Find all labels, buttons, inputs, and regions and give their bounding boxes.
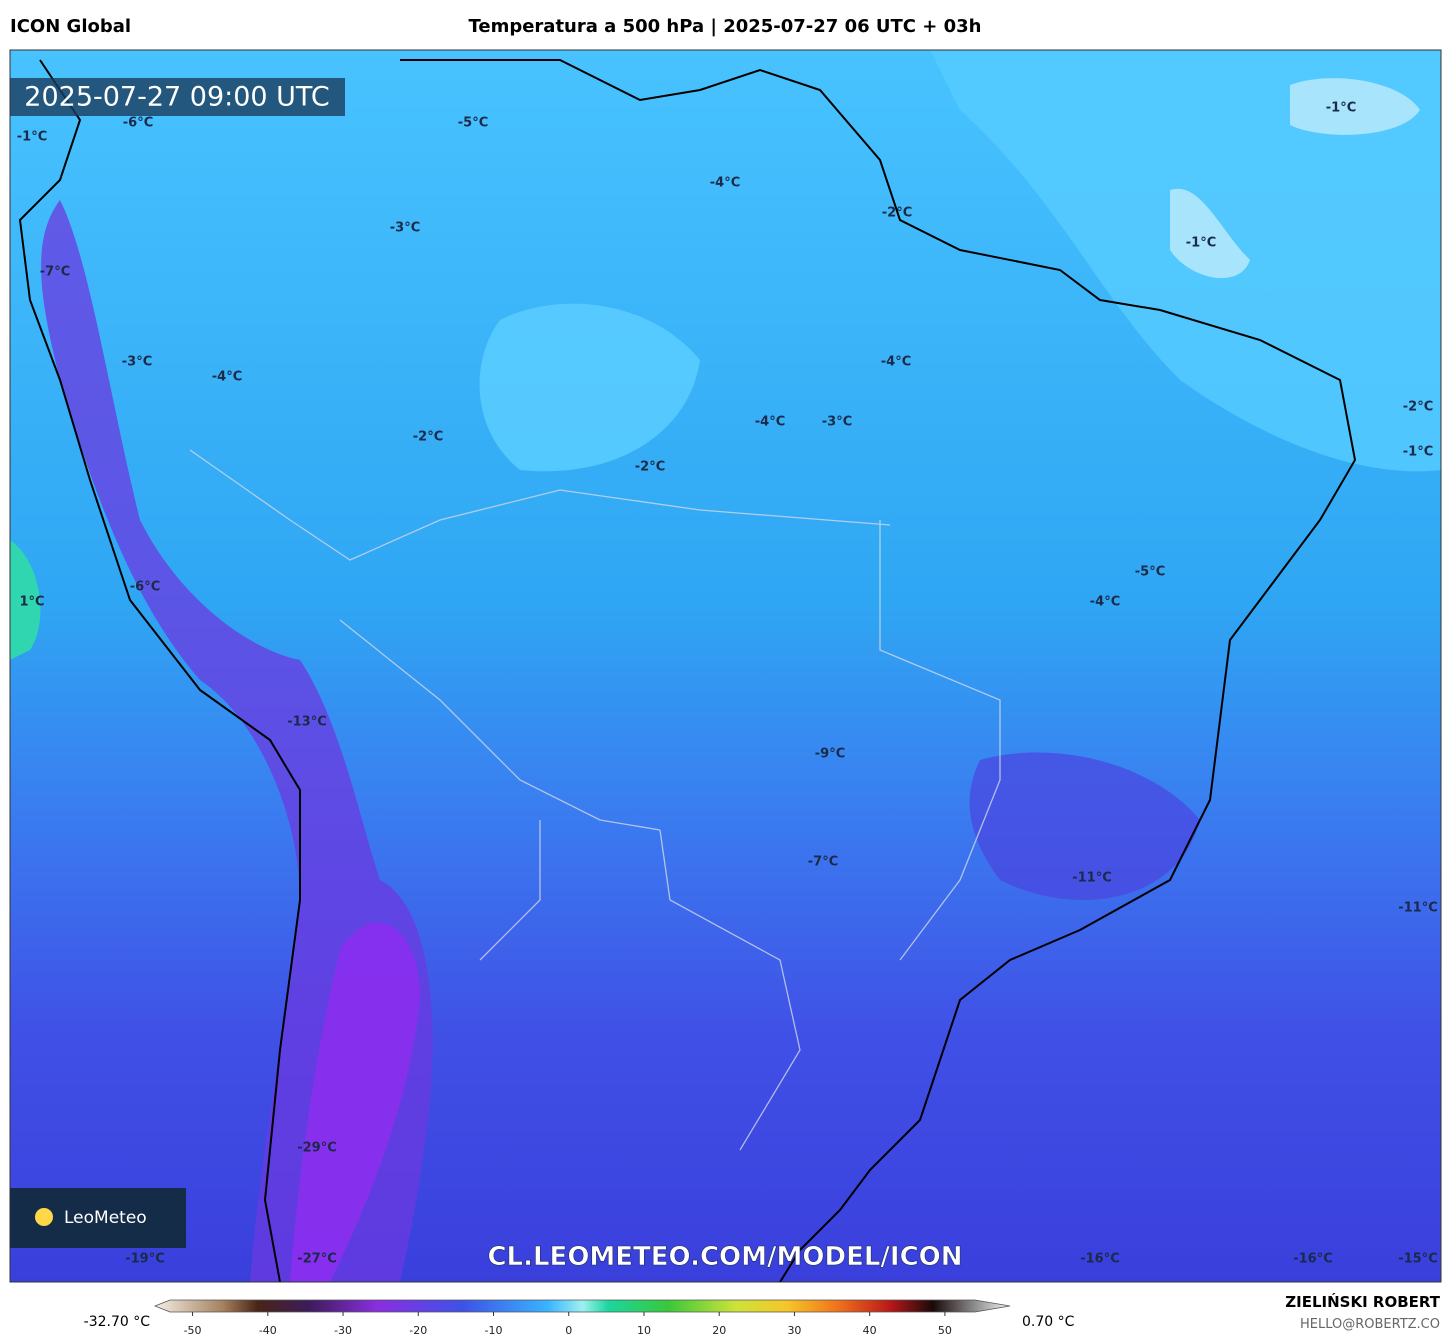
colorbar-tick-label: 0: [565, 1324, 572, 1337]
logo: LeoMeteo: [64, 1208, 147, 1228]
timestamp-box: [10, 78, 345, 116]
warm-spot: [1290, 78, 1420, 135]
temperature-label: -4°C: [881, 355, 911, 370]
temperature-label: -2°C: [1403, 400, 1433, 415]
temperature-label: -1°C: [1186, 236, 1216, 251]
temperature-label: -13°C: [287, 715, 327, 730]
warm-region: [479, 303, 700, 472]
temperature-label: -29°C: [297, 1141, 337, 1156]
temperature-label: -4°C: [710, 176, 740, 191]
borders: [189, 449, 1001, 1151]
model-name: ICON Global: [10, 16, 131, 37]
temperature-label: -3°C: [122, 355, 152, 370]
warm-spot: [1170, 188, 1250, 279]
temperature-label: -27°C: [297, 1252, 337, 1267]
colorbar-tick-label: -20: [409, 1324, 427, 1337]
contact: HELLO@ROBERTZ.CO: [1300, 1317, 1440, 1332]
field-min: -32.70 °C: [84, 1314, 151, 1330]
temperature-label: -4°C: [755, 415, 785, 430]
temperature-label: -1°C: [1403, 445, 1433, 460]
temperature-label: -9°C: [815, 747, 845, 762]
temperature-label: -16°C: [1080, 1252, 1120, 1267]
author: ZIELIŃSKI ROBERT: [1285, 1292, 1440, 1311]
temperature-label: -6°C: [130, 580, 160, 595]
temperature-label: -4°C: [1090, 595, 1120, 610]
colorbar-tick-label: -10: [485, 1324, 503, 1337]
temperature-label: -2°C: [635, 460, 665, 475]
temperature-labels: -1°C -5°C -6°C -1°C -4°C -2°C -3°C -1°C -7°C -3°C…: [17, 101, 1438, 1267]
coastline: [18, 59, 1357, 1282]
temperature-label: -19°C: [125, 1252, 165, 1267]
watermark: CL.LEOMETEO.COM/MODEL/ICON: [487, 1242, 962, 1272]
map-area: -1°C -5°C -6°C -1°C -4°C -2°C -3°C -1°C -7°C -3°C…: [10, 50, 1441, 1282]
colorbar-tick-label: -40: [259, 1324, 277, 1337]
temperature-label: -4°C: [212, 370, 242, 385]
temperature-label: -2°C: [413, 430, 443, 445]
temperature-label: -5°C: [458, 116, 488, 131]
temperature-label: -5°C: [1135, 565, 1165, 580]
colorbar-tick-label: -50: [184, 1324, 202, 1337]
temperature-label: -11°C: [1072, 871, 1112, 886]
timestamp: 2025-07-27 09:00 UTC: [24, 82, 329, 113]
logo-sun: [35, 1208, 53, 1226]
temperature-label: -11°C: [1398, 901, 1438, 916]
map-frame: [9, 49, 1442, 1283]
colorbar-tick-label: -30: [334, 1324, 352, 1337]
temperature-label: -6°C: [123, 116, 153, 131]
temperature-label: -3°C: [390, 221, 420, 236]
cold-region: [969, 752, 1200, 900]
temperature-label: -7°C: [40, 265, 70, 280]
colorbar-tick-label: 30: [787, 1324, 801, 1337]
field-max: 0.70 °C: [1022, 1314, 1075, 1330]
temperature-label: -1°C: [1326, 101, 1356, 116]
colorbar: -50 -40 -30 -20 -10 0 10 20 30 40 50: [153, 1299, 1011, 1337]
map-title: Temperatura a 500 hPa | 2025-07-27 06 UT…: [468, 16, 981, 37]
colorbar-tick-label: 10: [637, 1324, 651, 1337]
temperature-label: -3°C: [822, 415, 852, 430]
colorbar-tick-label: 40: [863, 1324, 877, 1337]
temperature-label: -15°C: [1398, 1252, 1438, 1267]
temperature-label: -2°C: [882, 206, 912, 221]
temperature-label: -7°C: [808, 855, 838, 870]
colorbar-scale: [153, 1299, 1011, 1313]
cold-core: [290, 922, 420, 1282]
temperature-label: 1°C: [19, 595, 44, 610]
temperature-label: -16°C: [1293, 1252, 1333, 1267]
colorbar-tick-label: 20: [712, 1324, 726, 1337]
colorbar-tick-label: 50: [938, 1324, 952, 1337]
warm-spot: [10, 540, 41, 660]
temperature-label: -1°C: [17, 130, 47, 145]
